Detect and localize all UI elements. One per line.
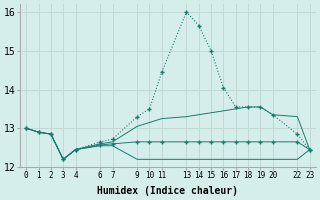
X-axis label: Humidex (Indice chaleur): Humidex (Indice chaleur) (98, 186, 238, 196)
